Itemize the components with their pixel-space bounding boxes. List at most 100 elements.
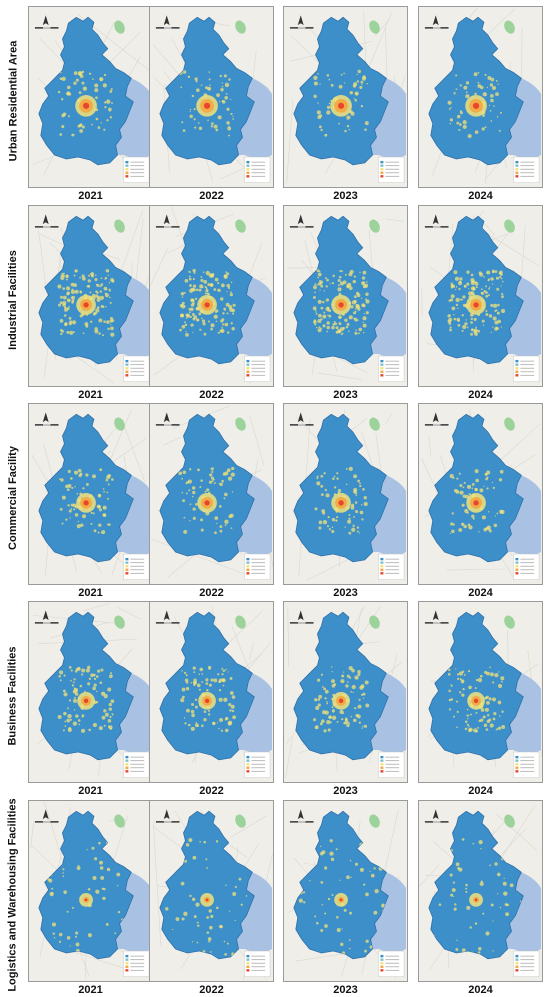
hotspot-point (85, 473, 89, 477)
hotspot-point (179, 313, 184, 318)
hotspot-point (360, 504, 363, 506)
hotspot-point (473, 328, 478, 333)
hotspot-layer (313, 69, 369, 137)
hotspot-point (192, 507, 196, 511)
hotspot-point (461, 838, 465, 841)
hotspot-point (214, 482, 217, 484)
legend-box (513, 950, 540, 977)
road-line (286, 99, 294, 183)
hotspot-point (489, 286, 491, 288)
hotspot-core-inner (204, 500, 210, 506)
hotspot-point (465, 94, 470, 99)
hotspot-point (96, 504, 101, 509)
hotspot-point (224, 95, 229, 100)
hotspot-point (199, 285, 201, 287)
hotspot-point (369, 945, 373, 949)
hotspot-point (79, 129, 84, 133)
hotspot-point (486, 713, 490, 717)
hotspot-point (206, 292, 209, 295)
hotspot-point (459, 298, 462, 301)
park-area (504, 814, 515, 828)
hotspot-point (53, 937, 56, 939)
hotspot-point (359, 510, 364, 515)
hotspot-point (502, 280, 504, 283)
hotspot-point (483, 485, 485, 487)
hotspot-point (65, 484, 69, 489)
row-label: Industrial Facilities (0, 205, 26, 395)
hotspot-core-inner (83, 698, 89, 704)
hotspot-point (466, 708, 469, 711)
hotspot-core-inner (338, 302, 344, 308)
hotspot-point (231, 327, 235, 331)
hotspot-core-inner (82, 102, 90, 109)
hotspot-point (200, 276, 203, 278)
hotspot-point (500, 111, 502, 114)
hotspot-point (488, 104, 491, 106)
hotspot-layer (312, 269, 370, 336)
map-panel (149, 601, 274, 783)
hotspot-point (359, 867, 364, 872)
hotspot-point (322, 324, 326, 328)
map-svg (419, 801, 542, 981)
hotspot-point (62, 872, 64, 874)
park-area (114, 219, 125, 233)
hotspot-point (209, 273, 215, 278)
year-label: 2021 (78, 389, 103, 401)
hotspot-point (191, 313, 195, 316)
hotspot-point (217, 282, 220, 285)
hotspot-point (180, 86, 183, 89)
hotspot-point (218, 482, 221, 485)
hotspot-point (497, 319, 502, 324)
hotspot-point (497, 303, 500, 307)
hotspot-point (346, 118, 348, 120)
hotspot-point (501, 725, 506, 729)
region-shape (293, 413, 389, 563)
hotspot-point (79, 472, 83, 476)
hotspot-point (314, 283, 317, 286)
legend-box (513, 751, 540, 778)
hotspot-point (229, 691, 234, 695)
map-svg (284, 206, 407, 386)
hotspot-point (469, 713, 472, 716)
hotspot-point (480, 848, 482, 850)
hotspot-point (183, 529, 188, 534)
hotspot-point (229, 677, 233, 680)
hotspot-point (61, 124, 65, 129)
hotspot-point (190, 681, 193, 684)
hotspot-point (487, 294, 490, 297)
hotspot-point (207, 713, 211, 716)
hotspot-point (70, 296, 73, 299)
hotspot-point (456, 317, 460, 322)
hotspot-point (106, 497, 109, 500)
hotspot-point (355, 329, 357, 331)
hotspot-point (77, 124, 81, 128)
road-line (385, 413, 393, 424)
hotspot-point (349, 911, 353, 915)
hotspot-point (108, 702, 112, 707)
road-line (478, 227, 540, 267)
hotspot-point (90, 273, 93, 276)
hotspot-point (353, 97, 356, 100)
hotspot-point (336, 928, 341, 933)
hotspot-point (357, 69, 361, 74)
hotspot-point (338, 315, 342, 319)
hotspot-point (105, 922, 109, 926)
hotspot-point (223, 940, 226, 943)
hotspot-point (348, 531, 352, 535)
hotspot-point (89, 291, 92, 294)
hotspot-point (345, 483, 348, 486)
hotspot-point (87, 887, 91, 891)
hotspot-point (205, 288, 209, 293)
hotspot-point (451, 529, 455, 534)
hotspot-point (165, 907, 169, 911)
hotspot-point (337, 284, 340, 287)
hotspot-layer (178, 70, 235, 137)
hotspot-point (351, 684, 356, 690)
hotspot-point (210, 678, 214, 682)
hotspot-point (63, 674, 66, 677)
hotspot-point (478, 947, 482, 951)
hotspot-point (100, 875, 105, 880)
hotspot-point (318, 313, 322, 318)
hotspot-point (106, 491, 109, 494)
park-area (369, 417, 380, 431)
